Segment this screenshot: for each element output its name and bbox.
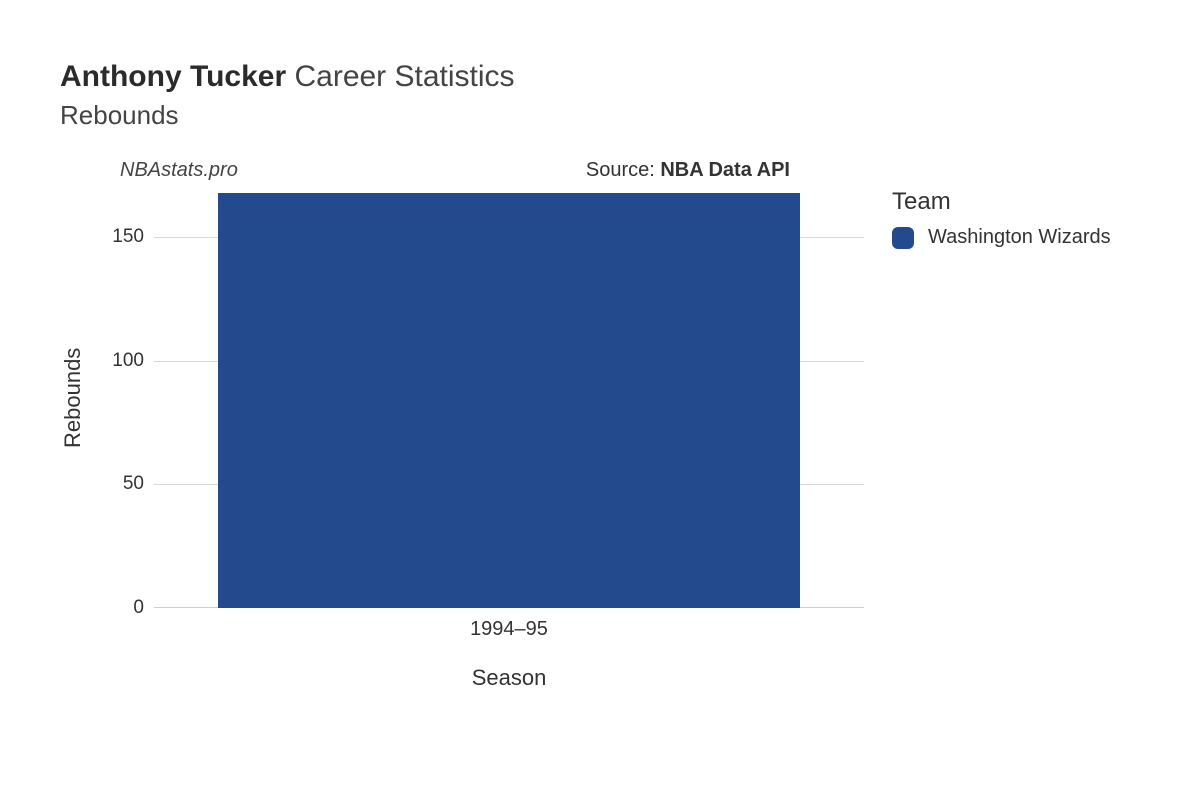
- legend-item-label: Washington Wizards: [928, 226, 1111, 249]
- y-axis-label: Rebounds: [60, 188, 86, 608]
- legend-swatch: [892, 227, 914, 249]
- source-name: NBA Data API: [660, 159, 790, 181]
- legend-title: Team: [892, 188, 1111, 216]
- chart-container: Anthony Tucker Career Statistics Rebound…: [0, 0, 1200, 800]
- brand-label: NBAstats.pro: [120, 159, 238, 182]
- chart-subtitle: Rebounds: [60, 100, 1140, 131]
- chart-body: Rebounds 0 50 100 150 1994–95 Season Team W…: [60, 188, 1140, 691]
- y-tick-label: 100: [94, 350, 144, 372]
- plot-wrap: 0 50 100 150 1994–95 Season: [94, 188, 864, 691]
- title-player-name: Anthony Tucker: [60, 60, 286, 93]
- source-prefix: Source:: [586, 159, 660, 181]
- chart-title: Anthony Tucker Career Statistics: [60, 60, 1140, 94]
- legend-items: Washington Wizards: [892, 226, 1111, 249]
- x-tick-row: 1994–95: [94, 618, 864, 641]
- chart-meta-row: NBAstats.pro Source: NBA Data API: [60, 159, 830, 182]
- plot-area: 050100150: [94, 188, 864, 608]
- source-label: Source: NBA Data API: [586, 159, 790, 182]
- y-tick-label: 50: [94, 473, 144, 495]
- bar: [218, 193, 800, 608]
- legend: Team Washington Wizards: [892, 188, 1111, 249]
- y-tick-label: 0: [94, 597, 144, 619]
- x-axis-label: Season: [94, 665, 864, 691]
- y-tick-label: 150: [94, 226, 144, 248]
- legend-item: Washington Wizards: [892, 226, 1111, 249]
- title-rest: Career Statistics: [286, 60, 514, 93]
